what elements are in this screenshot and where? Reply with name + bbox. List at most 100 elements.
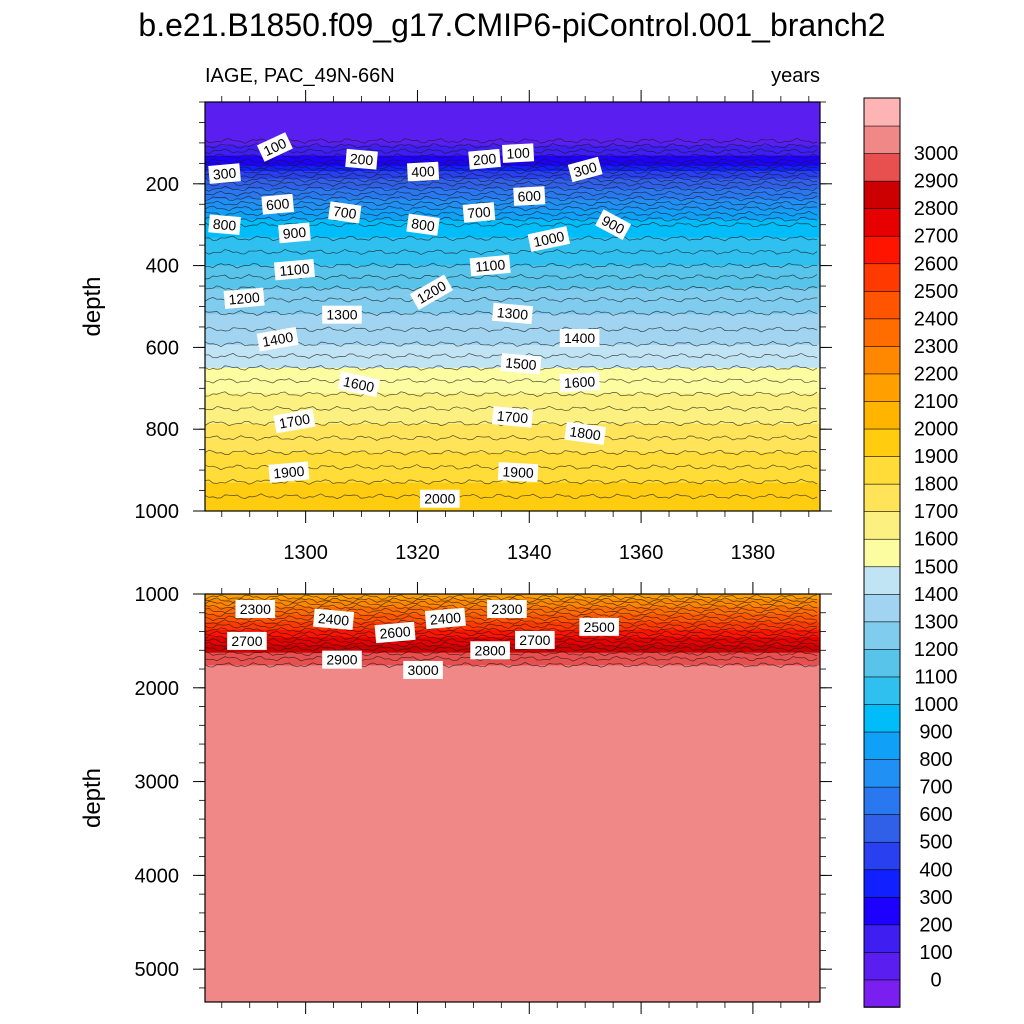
contour-label: 200 [468, 148, 501, 170]
field-band [205, 288, 820, 292]
field-band [205, 894, 820, 899]
contour-label: 2400 [424, 607, 466, 630]
colorbar-label: 3000 [914, 143, 959, 165]
contour-label: 1900 [268, 461, 310, 483]
colorbar-label: 1900 [914, 446, 959, 468]
field-band [205, 650, 820, 654]
contour-line [205, 326, 818, 333]
colorbar-label: 800 [919, 749, 952, 771]
field-band [205, 176, 820, 180]
contour-label-text: 2700 [519, 632, 550, 648]
contour-label-bg [559, 328, 600, 347]
contour-line [205, 176, 818, 183]
colorbar-label: 1600 [914, 529, 959, 551]
field-band [205, 240, 820, 244]
contour-label-bg [403, 660, 443, 679]
colorbar-label: 2900 [914, 171, 959, 193]
field-band [205, 764, 820, 768]
field-band [205, 979, 820, 983]
field-band [205, 800, 820, 804]
colorbar-box [863, 373, 901, 402]
field-band [205, 713, 820, 717]
field-band [205, 436, 820, 441]
field-band [205, 107, 820, 111]
y-tick-label: 1000 [135, 584, 180, 606]
colorbar-box [863, 290, 901, 320]
field-band [205, 372, 820, 377]
field-band [205, 920, 820, 924]
field-band [205, 188, 820, 193]
field-band [205, 759, 820, 763]
field-band [205, 981, 820, 985]
field-band [205, 795, 820, 799]
contour-label: 2500 [579, 617, 619, 636]
field-band [205, 958, 820, 962]
field-band [205, 493, 820, 497]
field-band [205, 119, 820, 124]
contour-label-text: 1100 [474, 256, 506, 275]
contour-line [205, 634, 818, 641]
field-band [205, 227, 820, 231]
field-band [205, 994, 820, 998]
field-band [205, 273, 820, 277]
contour-label-text: 2300 [240, 601, 271, 617]
contour-label-text: 1900 [273, 463, 306, 482]
colorbar-label: 2800 [914, 198, 959, 220]
field-band [205, 163, 820, 167]
field-band [205, 790, 820, 794]
field-band [205, 122, 820, 126]
field-band [205, 401, 820, 405]
field-band [205, 398, 820, 402]
field-band [205, 298, 820, 302]
contour-line [205, 594, 818, 601]
field-band [205, 375, 820, 379]
contour-label: 1200 [223, 287, 265, 310]
field-band [205, 222, 820, 226]
colorbar-box [863, 400, 901, 430]
field-band [205, 616, 820, 621]
field-band [205, 785, 820, 789]
contour-label-bg [491, 302, 534, 325]
field-band [205, 703, 820, 707]
field-band [205, 293, 820, 297]
colorbar-label: 2400 [914, 308, 959, 330]
field-band [205, 688, 820, 692]
field-band [205, 917, 820, 921]
field-band [205, 933, 820, 937]
field-band [205, 344, 820, 348]
field-band [205, 968, 820, 972]
field-band [205, 183, 820, 187]
field-band [205, 792, 820, 797]
field-band [205, 490, 820, 494]
field-band [205, 769, 820, 774]
field-band [205, 736, 820, 740]
contour-label-text: 200 [349, 150, 374, 168]
contour-label: 2900 [322, 650, 362, 669]
right-string: years [771, 65, 820, 87]
field-band [205, 219, 820, 223]
field-band [205, 826, 820, 830]
field-band [205, 206, 820, 210]
field-band [205, 971, 820, 975]
field-band [205, 871, 820, 876]
contour-line [205, 662, 818, 668]
field-band [205, 444, 820, 448]
colorbar-box [863, 621, 901, 650]
contour-line [205, 434, 818, 441]
field-band [205, 718, 820, 723]
field-band [205, 696, 820, 700]
colorbar-label: 100 [919, 942, 952, 964]
field-band [205, 655, 820, 659]
contour-label-bg [579, 617, 619, 636]
contour-label-text: 2800 [475, 642, 506, 658]
contour-line [205, 180, 818, 187]
colorbar-box [863, 676, 901, 705]
field-band [205, 749, 820, 753]
contour-label-bg [513, 186, 546, 206]
field-band [205, 395, 820, 400]
field-band [205, 332, 820, 336]
field-band [205, 181, 820, 185]
field-band [205, 245, 820, 249]
colorbar-box [863, 565, 901, 595]
